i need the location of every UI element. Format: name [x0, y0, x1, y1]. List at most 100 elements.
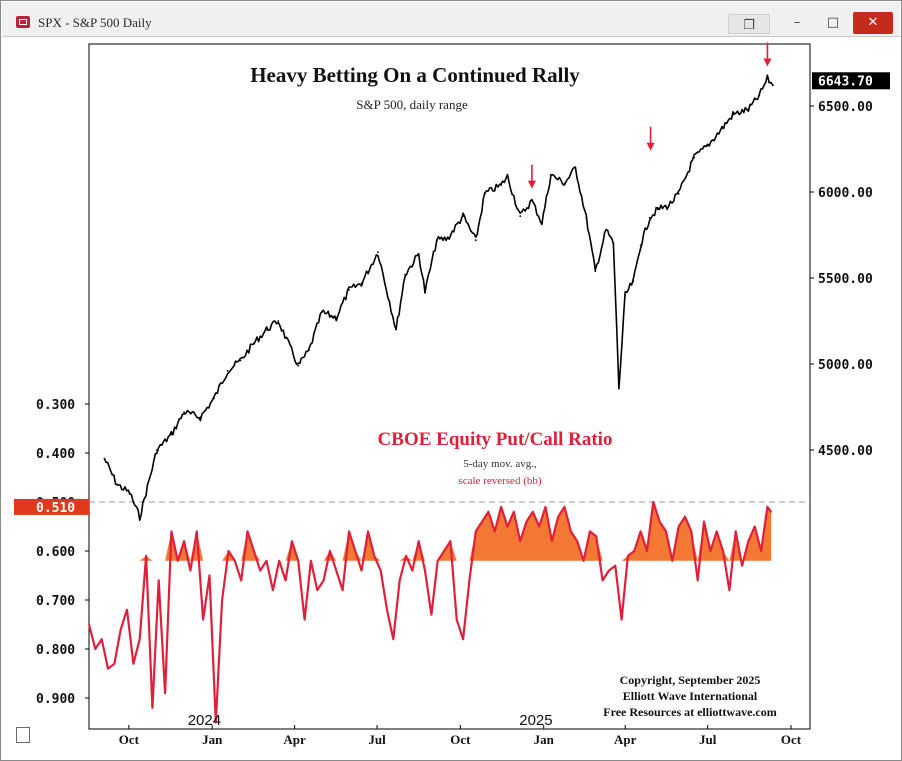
spx-point — [594, 270, 597, 272]
putcall-point — [494, 530, 496, 533]
spx-point — [618, 387, 620, 389]
minimize-icon[interactable]: – — [793, 15, 801, 30]
putcall-point — [278, 560, 281, 562]
spx-point — [648, 216, 651, 219]
putcall-point — [189, 569, 192, 572]
scroll-corner-icon[interactable] — [16, 727, 30, 743]
putcall-point — [652, 501, 655, 503]
putcall-point — [487, 511, 490, 513]
putcall-y-tick-label: 0.800 — [36, 643, 75, 658]
spx-point — [519, 215, 522, 218]
spx-point — [531, 199, 533, 202]
spx-point — [585, 216, 588, 219]
putcall-point — [94, 648, 97, 650]
putcall-point — [221, 599, 223, 601]
putcall-y-tick-label: 0.300 — [36, 398, 75, 413]
putcall-point — [183, 540, 185, 542]
putcall-point — [132, 662, 135, 665]
putcall-point — [259, 569, 262, 572]
putcall-point — [544, 506, 547, 508]
spx-point — [377, 251, 379, 254]
spx-point — [253, 342, 255, 345]
spx-point — [348, 289, 350, 291]
putcall-point — [589, 530, 591, 533]
putcall-point — [639, 530, 642, 533]
spx-last-value-label: 6643.70 — [818, 74, 873, 89]
putcall-title: CBOE Equity Put/Call Ratio — [378, 429, 613, 450]
putcall-point — [532, 511, 534, 513]
putcall-point — [525, 520, 528, 523]
spx-point — [335, 316, 338, 319]
spx-point — [639, 244, 642, 247]
maximize-icon[interactable]: □ — [826, 15, 840, 30]
x-month-label: Jul — [699, 732, 717, 747]
spx-point — [199, 416, 202, 419]
putcall-y-tick-label: 0.700 — [36, 594, 75, 609]
spx-point — [747, 108, 750, 111]
putcall-point — [316, 589, 319, 591]
putcall-point — [227, 550, 230, 552]
copyright-line-2: Elliott Wave International — [623, 689, 758, 703]
spx-point — [693, 156, 695, 159]
spx-point — [404, 273, 406, 276]
putcall-point — [570, 530, 572, 533]
spx-y-tick-label: 6000.00 — [818, 186, 873, 201]
spx-point — [138, 516, 141, 518]
putcall-y-tick-label: 0.400 — [36, 447, 75, 462]
spx-point — [395, 328, 397, 331]
spx-point — [462, 215, 464, 218]
spx-point — [226, 370, 229, 372]
putcall-point — [348, 530, 350, 533]
putcall-point — [646, 550, 648, 552]
putcall-point — [658, 520, 661, 523]
putcall-point — [297, 560, 300, 562]
spx-point — [721, 127, 723, 130]
putcall-point — [766, 506, 769, 508]
x-year-label: 2024 — [188, 712, 221, 729]
restore-icon[interactable]: ❐ — [728, 14, 770, 34]
putcall-point — [107, 667, 109, 670]
spx-point — [320, 311, 323, 314]
spx-point — [424, 290, 426, 293]
spx-point — [446, 237, 449, 240]
putcall-point — [157, 579, 160, 582]
copyright-line-3: Free Resources at elliottwave.com — [603, 705, 777, 719]
putcall-subtitle-2: scale reversed (bb) — [458, 475, 541, 487]
putcall-point — [576, 540, 578, 542]
putcall-subtitle-1: 5-day mov. avg., — [463, 458, 537, 470]
spx-point — [170, 433, 173, 436]
spx-y-tick-label: 5500.00 — [818, 272, 873, 287]
spx-last-value-badge — [812, 72, 890, 90]
spx-point — [239, 359, 242, 362]
putcall-point — [88, 623, 90, 626]
putcall-point — [760, 550, 762, 552]
spx-point — [156, 449, 158, 451]
close-icon[interactable]: ✕ — [853, 12, 893, 34]
putcall-point — [126, 609, 128, 611]
putcall-area — [89, 502, 772, 561]
spx-point — [265, 328, 268, 331]
spx-point — [667, 204, 670, 207]
x-year-label: 2025 — [519, 712, 552, 729]
putcall-point — [475, 530, 477, 533]
spx-y-tick-label: 5000.00 — [818, 358, 873, 373]
putcall-point — [284, 579, 287, 582]
putcall-point — [386, 609, 388, 611]
putcall-point — [253, 550, 255, 552]
putcall-point — [341, 589, 344, 591]
putcall-point — [310, 560, 312, 562]
title-bar[interactable]: SPX - S&P 500 Daily ❐ – □ ✕ — [2, 2, 900, 37]
spx-point — [612, 242, 615, 245]
putcall-point — [398, 579, 401, 582]
putcall-point — [601, 579, 604, 582]
spx-point — [297, 364, 300, 367]
spx-point — [474, 239, 477, 242]
putcall-point — [468, 579, 471, 582]
spx-point — [417, 253, 420, 255]
putcall-point — [303, 618, 306, 621]
putcall-point — [291, 540, 293, 542]
spx-point — [103, 457, 106, 460]
spx-point — [435, 239, 438, 242]
putcall-y-tick-label: 0.600 — [36, 545, 75, 560]
